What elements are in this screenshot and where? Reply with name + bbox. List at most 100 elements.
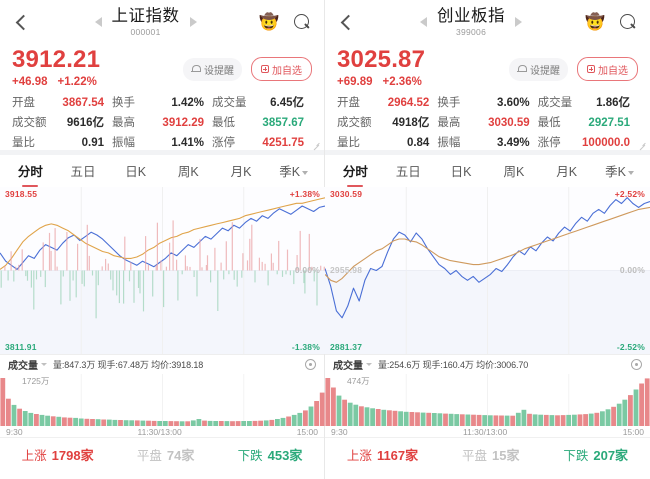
cowboy-face-icon[interactable]: 🤠 bbox=[259, 13, 279, 31]
chart-top-price: 3918.55 bbox=[5, 188, 38, 199]
plus-box-icon bbox=[587, 65, 595, 73]
section-divider bbox=[0, 149, 324, 155]
tab-label: 分时 bbox=[17, 165, 43, 180]
tab-2[interactable]: 日K bbox=[109, 161, 162, 180]
breadth-value: 1798家 bbox=[51, 447, 94, 463]
tab-label: 日K bbox=[125, 165, 147, 180]
volume-chart[interactable]: 1725万 bbox=[0, 373, 325, 426]
stat-key: 量比 bbox=[337, 136, 360, 149]
chart-bottom-price: 2881.37 bbox=[330, 341, 363, 352]
cowboy-face-icon[interactable]: 🤠 bbox=[585, 13, 605, 31]
chevron-down-icon[interactable] bbox=[302, 171, 309, 176]
volume-title: 成交量 bbox=[333, 360, 363, 372]
tab-2[interactable]: 日K bbox=[435, 161, 488, 180]
stat-cell: 换手 1.42% bbox=[112, 94, 212, 110]
stats-grid: 开盘 2964.52 换手 3.60% 成交量 1.86亿 成交额 4918亿 … bbox=[337, 94, 638, 150]
tab-0[interactable]: 分时 bbox=[4, 161, 57, 180]
breadth-value: 74家 bbox=[166, 447, 195, 463]
price-chart[interactable]: 3918.55 +1.38% 0.00% 3811.91 -1.38% bbox=[0, 186, 325, 354]
change-absolute: +46.98 bbox=[12, 75, 48, 88]
settings-icon[interactable] bbox=[631, 358, 642, 370]
add-watchlist-button[interactable]: 加自选 bbox=[577, 57, 638, 81]
breadth-label: 下跌 bbox=[563, 448, 589, 463]
stat-cell: 涨停 100000.0 bbox=[538, 134, 638, 150]
add-watchlist-button[interactable]: 加自选 bbox=[251, 57, 312, 81]
next-triangle-icon[interactable] bbox=[189, 17, 197, 28]
prev-triangle-icon[interactable] bbox=[420, 17, 428, 28]
change-row: +46.98 +1.22% bbox=[12, 76, 183, 88]
index-panel-chinext: 创业板指 399006 🤠 3025.87 +69.89 +2.36% bbox=[325, 0, 650, 479]
stat-value: 3912.29 bbox=[162, 116, 204, 129]
resize-corner-icon bbox=[312, 140, 320, 148]
stat-key: 振幅 bbox=[112, 136, 135, 149]
navbar: 创业板指 399006 🤠 bbox=[325, 0, 650, 45]
back-chevron-icon[interactable] bbox=[337, 13, 357, 33]
tab-4[interactable]: 月K bbox=[540, 161, 593, 180]
stat-cell: 振幅 3.49% bbox=[437, 134, 537, 150]
search-icon[interactable] bbox=[293, 13, 312, 32]
tab-label: 月K bbox=[556, 165, 578, 180]
stat-cell: 换手 3.60% bbox=[437, 94, 537, 110]
change-percent: +1.22% bbox=[57, 75, 97, 88]
chevron-down-icon[interactable] bbox=[41, 362, 47, 366]
volume-header: 成交量 量:847.3万 现手:67.48万 均价:3918.18 bbox=[0, 353, 324, 374]
prev-triangle-icon[interactable] bbox=[94, 17, 102, 28]
breadth-label: 平盘 bbox=[462, 448, 488, 463]
add-watchlist-label: 加自选 bbox=[598, 65, 628, 77]
stat-key: 最低 bbox=[212, 116, 235, 129]
stat-key: 涨停 bbox=[212, 136, 235, 149]
set-alert-button[interactable]: 设提醒 bbox=[183, 57, 242, 81]
tab-3[interactable]: 周K bbox=[487, 161, 540, 180]
breadth-label: 上涨 bbox=[346, 448, 372, 463]
chart-mid-percent: 0.00% bbox=[619, 265, 645, 276]
set-alert-label: 设提醒 bbox=[530, 65, 560, 77]
last-price: 3025.87 bbox=[337, 46, 426, 73]
price-left: 3912.21 +46.98 +1.22% bbox=[12, 47, 183, 88]
search-icon[interactable] bbox=[619, 13, 638, 32]
next-triangle-icon[interactable] bbox=[515, 17, 523, 28]
stat-key: 成交额 bbox=[12, 116, 47, 129]
bell-icon bbox=[517, 64, 527, 74]
stat-value: 6.45亿 bbox=[270, 96, 304, 109]
price-chart[interactable]: 3030.59 +2.52% 2955.98 0.00% 2881.37 -2.… bbox=[325, 186, 650, 354]
set-alert-button[interactable]: 设提醒 bbox=[509, 57, 568, 81]
stat-cell: 最低 3857.67 bbox=[212, 114, 312, 130]
stat-value: 0.91 bbox=[81, 136, 104, 149]
stat-value: 100000.0 bbox=[582, 136, 630, 149]
stat-key: 开盘 bbox=[12, 96, 35, 109]
price-row: 3912.21 +46.98 +1.22% 设提醒 加自选 bbox=[12, 47, 312, 88]
nav-center: 上证指数 000001 bbox=[32, 6, 259, 37]
tab-1[interactable]: 五日 bbox=[382, 161, 435, 180]
chevron-down-icon[interactable] bbox=[627, 171, 634, 176]
stat-key: 开盘 bbox=[337, 96, 360, 109]
volume-chart[interactable]: 474万 bbox=[325, 373, 650, 426]
breadth-item-1: 平盘 15家 bbox=[462, 445, 519, 464]
chart-mid-price: 2955.98 bbox=[330, 265, 363, 276]
tab-3[interactable]: 周K bbox=[162, 161, 215, 180]
change-row: +69.89 +2.36% bbox=[337, 76, 509, 88]
breadth-label: 上涨 bbox=[21, 448, 47, 463]
stat-key: 最高 bbox=[437, 116, 461, 129]
tab-5[interactable]: 季K bbox=[593, 161, 646, 180]
page-title: 上证指数 bbox=[111, 6, 180, 25]
back-chevron-icon[interactable] bbox=[12, 13, 32, 33]
tab-1[interactable]: 五日 bbox=[57, 161, 110, 180]
breadth-value: 1167家 bbox=[376, 447, 419, 463]
quote-block: 3025.87 +69.89 +2.36% 设提醒 加自选 bbox=[325, 45, 650, 150]
page-title: 创业板指 bbox=[437, 6, 506, 25]
breadth-value: 453家 bbox=[267, 447, 303, 463]
tab-label: 五日 bbox=[395, 165, 421, 180]
time-tick-2: 15:00 bbox=[622, 426, 644, 437]
tab-0[interactable]: 分时 bbox=[329, 161, 382, 180]
bell-icon bbox=[191, 64, 201, 74]
tab-4[interactable]: 月K bbox=[215, 161, 268, 180]
stat-value: 1.86亿 bbox=[596, 96, 630, 109]
settings-icon[interactable] bbox=[305, 358, 316, 370]
chevron-down-icon[interactable] bbox=[366, 362, 372, 366]
tab-5[interactable]: 季K bbox=[267, 161, 320, 180]
tab-label: 季K bbox=[279, 165, 301, 180]
breadth-label: 平盘 bbox=[136, 448, 162, 463]
stat-cell: 最高 3912.29 bbox=[112, 114, 212, 130]
chart-bottom-percent: -2.52% bbox=[616, 341, 645, 352]
